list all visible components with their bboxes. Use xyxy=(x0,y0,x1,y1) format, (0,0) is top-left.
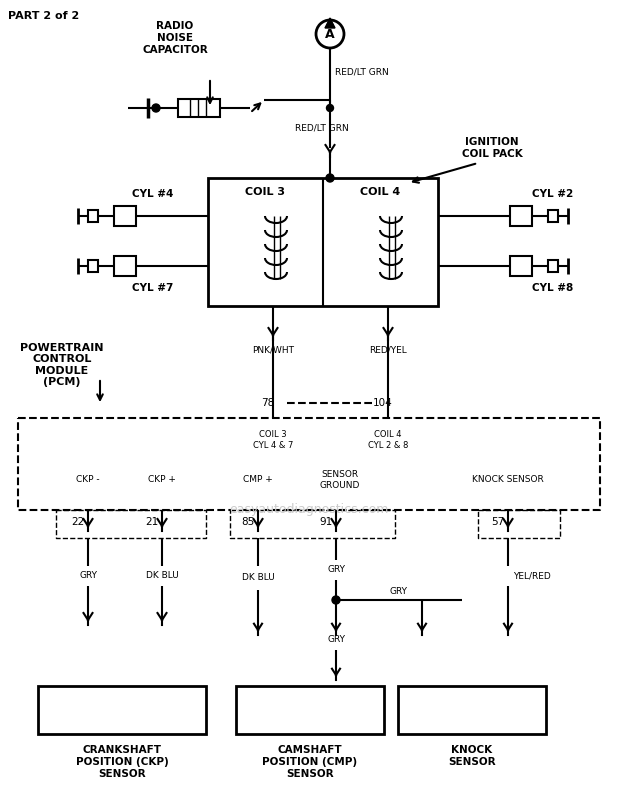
Text: 21: 21 xyxy=(145,517,159,527)
Text: RADIO
NOISE
CAPACITOR: RADIO NOISE CAPACITOR xyxy=(142,22,208,54)
Text: DK BLU: DK BLU xyxy=(146,571,179,581)
Text: PNK/WHT: PNK/WHT xyxy=(252,346,294,354)
Text: 78: 78 xyxy=(261,398,274,408)
Bar xyxy=(236,686,384,734)
Text: IGNITION
COIL PACK: IGNITION COIL PACK xyxy=(462,138,522,158)
Circle shape xyxy=(326,174,334,182)
Text: KNOCK
SENSOR: KNOCK SENSOR xyxy=(448,746,496,766)
Text: SENSOR
GROUND: SENSOR GROUND xyxy=(320,470,360,490)
Text: RED/LT GRN: RED/LT GRN xyxy=(335,67,389,77)
Bar xyxy=(38,686,206,734)
Bar xyxy=(114,256,136,276)
Text: GRY: GRY xyxy=(327,566,345,574)
Bar xyxy=(178,99,220,117)
Text: CMP +: CMP + xyxy=(243,475,273,485)
Bar xyxy=(88,210,98,222)
Text: A: A xyxy=(325,27,335,41)
Text: 91: 91 xyxy=(320,517,332,527)
Text: GRY: GRY xyxy=(327,635,345,645)
Bar xyxy=(88,260,98,272)
Bar xyxy=(208,178,438,306)
Text: RED/LT GRN: RED/LT GRN xyxy=(295,123,349,133)
Bar xyxy=(510,206,532,226)
Text: 104: 104 xyxy=(373,398,393,408)
Text: CYL #4: CYL #4 xyxy=(132,189,174,199)
Text: 85: 85 xyxy=(242,517,255,527)
Text: COIL 4: COIL 4 xyxy=(360,187,400,197)
Text: easyautodiagnostics.com: easyautodiagnostics.com xyxy=(229,503,389,517)
Text: COIL 4
CYL 2 & 8: COIL 4 CYL 2 & 8 xyxy=(368,430,408,450)
Text: GRY: GRY xyxy=(79,571,97,581)
Text: RED/YEL: RED/YEL xyxy=(369,346,407,354)
Bar xyxy=(114,206,136,226)
Bar xyxy=(510,256,532,276)
Text: CKP +: CKP + xyxy=(148,475,176,485)
Bar xyxy=(548,260,558,272)
Text: 22: 22 xyxy=(71,517,85,527)
Text: CYL #7: CYL #7 xyxy=(132,283,174,293)
Polygon shape xyxy=(325,18,335,28)
Text: PART 2 of 2: PART 2 of 2 xyxy=(8,11,79,21)
Bar xyxy=(548,210,558,222)
Text: CRANKSHAFT
POSITION (CKP)
SENSOR: CRANKSHAFT POSITION (CKP) SENSOR xyxy=(75,746,168,778)
Text: CYL #2: CYL #2 xyxy=(532,189,574,199)
Text: CAMSHAFT
POSITION (CMP)
SENSOR: CAMSHAFT POSITION (CMP) SENSOR xyxy=(263,746,358,778)
Text: POWERTRAIN
CONTROL
MODULE
(PCM): POWERTRAIN CONTROL MODULE (PCM) xyxy=(20,342,104,387)
Circle shape xyxy=(332,596,340,604)
Circle shape xyxy=(152,104,160,112)
Text: GRY: GRY xyxy=(390,586,408,595)
Text: COIL 3
CYL 4 & 7: COIL 3 CYL 4 & 7 xyxy=(253,430,293,450)
Text: CKP -: CKP - xyxy=(76,475,100,485)
Text: CYL #8: CYL #8 xyxy=(532,283,574,293)
Text: DK BLU: DK BLU xyxy=(242,574,274,582)
Text: KNOCK SENSOR: KNOCK SENSOR xyxy=(472,475,544,485)
Text: COIL 3: COIL 3 xyxy=(245,187,285,197)
Text: YEL/RED: YEL/RED xyxy=(513,571,551,581)
Circle shape xyxy=(326,105,334,111)
Bar xyxy=(398,686,546,734)
Text: 57: 57 xyxy=(491,517,505,527)
